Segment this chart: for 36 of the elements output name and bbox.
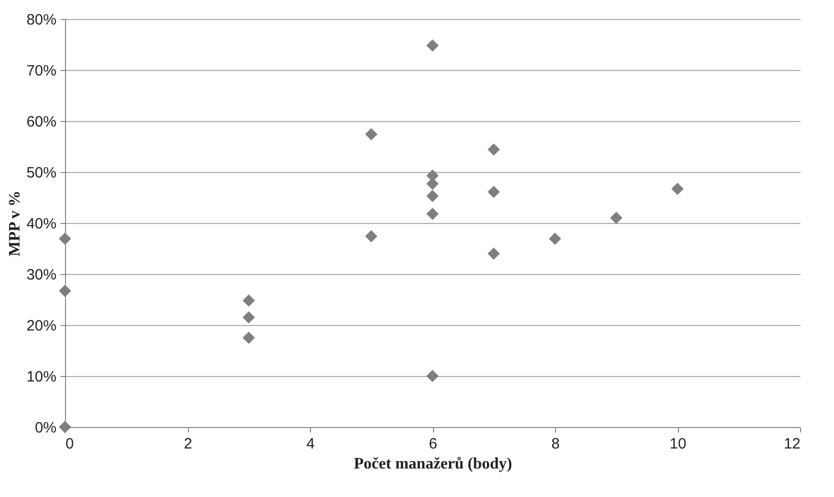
point — [488, 186, 500, 198]
x-axis-title: Počet manažerů (body) — [354, 456, 512, 472]
point — [365, 230, 378, 242]
x-tick-label: 4 — [306, 436, 315, 452]
point — [426, 190, 439, 202]
point — [671, 182, 684, 195]
point — [365, 128, 378, 140]
y-tick-label: 40% — [26, 216, 56, 232]
point — [488, 143, 500, 156]
point — [426, 370, 439, 382]
point — [58, 420, 72, 434]
x-tick-label: 8 — [551, 436, 560, 452]
x-tick-label: 0 — [66, 436, 74, 452]
point — [426, 208, 439, 220]
point — [58, 232, 72, 245]
y-tick-label: 70% — [26, 62, 56, 80]
y-tick-label: 60% — [26, 114, 56, 130]
x-tick-label: 2 — [184, 436, 192, 452]
y-axis-title: MPP v % — [6, 190, 24, 256]
y-tick-label: 50% — [26, 164, 56, 182]
y-tick-label: 20% — [26, 318, 56, 334]
point — [242, 294, 255, 307]
point — [242, 311, 255, 324]
y-tick-label: 80% — [26, 12, 56, 28]
point — [58, 284, 72, 297]
x-tick-label: 10 — [670, 436, 686, 452]
y-tick-label: 0% — [34, 420, 56, 436]
y-tick-label: 10% — [26, 368, 56, 386]
point — [242, 332, 255, 344]
y-tick-label: 30% — [26, 266, 56, 284]
point — [548, 232, 562, 245]
point — [426, 39, 439, 52]
x-tick-label: 12 — [784, 436, 800, 452]
point — [488, 247, 500, 260]
x-tick-label: 6 — [428, 436, 438, 452]
point — [610, 212, 622, 224]
